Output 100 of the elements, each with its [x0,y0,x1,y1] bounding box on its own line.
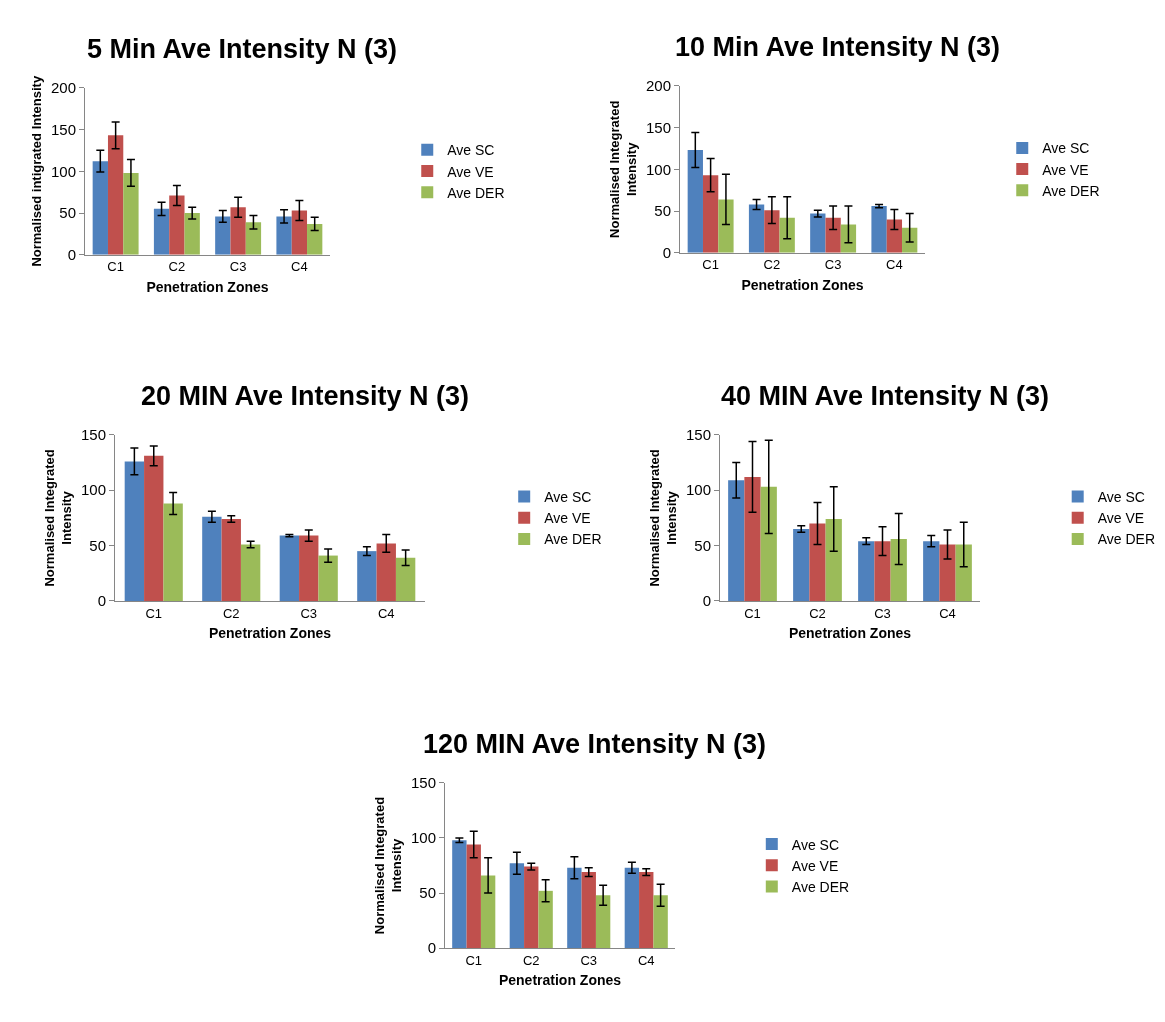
y-tick-label: 150 [685,426,711,444]
bar [92,161,108,255]
bar [567,867,582,949]
legend-label: Ave VE [544,510,591,527]
bar [245,222,262,255]
bar [509,863,525,949]
bar [810,213,826,253]
x-tick-label: C4 [377,605,395,621]
legend-label: Ave VE [1042,161,1089,178]
bar [825,217,841,253]
y-tick-label: 150 [645,118,671,136]
bar [357,551,377,601]
x-tick-label: C4 [637,952,655,968]
bar [276,216,292,255]
y-tick-label: 100 [685,481,711,499]
bar [871,206,887,253]
bar [718,199,734,253]
bar [153,208,170,255]
y-tick-label: 100 [50,162,76,180]
bar [923,541,940,601]
x-tick-label: C2 [763,257,781,273]
x-axis-title: Penetration Zones [788,624,912,641]
y-tick-label: 100 [80,481,106,499]
chart-title: 40 MIN Ave Intensity N (3) [721,381,1050,411]
bar [240,544,261,601]
bar [955,544,972,601]
bar [809,523,826,601]
bar [653,895,668,949]
y-axis-title: Normalised intigrated Intensity [28,75,44,267]
x-tick-label: C3 [824,257,842,273]
x-tick-label: C4 [939,605,956,621]
bar [452,840,467,949]
y-tick-label: 150 [410,774,436,792]
x-tick-label: C3 [874,605,891,621]
bar [890,538,907,601]
y-axis-title: Normalised Integrated Intensity [607,100,639,238]
y-tick-label: 0 [427,939,436,957]
y-axis-title: Normalised Integrated Intensity [647,449,679,587]
bar [184,213,200,255]
legend-label: Ave DER [447,184,505,201]
bar [466,844,481,949]
bar [376,543,396,601]
legend-label: Ave SC [791,836,840,853]
x-tick-label: C1 [465,952,483,968]
legend-label: Ave DER [791,878,850,895]
x-axis-title: Penetration Zones [741,276,864,293]
legend-label: Ave SC [544,488,592,505]
bar [728,480,745,601]
y-tick-label: 150 [50,120,76,138]
y-tick-label: 100 [645,160,671,178]
bar [793,528,810,601]
y-tick-label: 50 [694,536,711,554]
y-tick-label: 150 [80,426,106,444]
legend-label: Ave DER [544,531,602,548]
bar [307,223,323,255]
legend-label: Ave DER [1097,531,1156,548]
x-tick-label: C3 [300,605,318,621]
bar [221,519,241,601]
x-tick-label: C4 [886,257,903,273]
bar [702,175,719,253]
bar [169,195,185,255]
y-tick-label: 50 [419,884,436,902]
bar [163,503,183,601]
legend-label: Ave SC [1097,488,1145,505]
bar [395,557,416,601]
x-tick-label: C2 [168,259,186,275]
y-axis-title: Normalised Integrated Intensity [42,449,74,587]
y-tick-label: 50 [89,536,106,554]
y-tick-label: 0 [662,244,671,262]
bar [480,875,496,949]
bar [874,541,891,601]
legend-label: Ave DER [1042,182,1100,199]
x-tick-label: C1 [702,257,719,273]
bar [825,519,842,601]
y-tick-label: 200 [645,76,671,94]
legend-label: Ave SC [1042,140,1090,157]
bar [299,535,319,601]
bar [595,895,611,949]
x-tick-label: C3 [229,259,247,275]
bar [581,872,596,949]
bar [230,207,246,255]
bar [748,204,765,253]
bar [886,219,903,253]
bar [687,150,703,253]
bar [538,890,553,949]
bar [760,486,777,601]
legend-label: Ave VE [791,857,839,874]
legend-label: Ave VE [447,163,494,180]
bar [279,535,300,601]
legend-label: Ave VE [1097,510,1145,527]
x-tick-label: C2 [522,952,540,968]
y-tick-label: 50 [654,202,671,220]
bar [291,210,308,255]
x-tick-label: C1 [107,259,124,275]
bar [524,866,539,949]
x-tick-label: C4 [291,259,308,275]
bar [124,461,145,601]
x-axis-title: Penetration Zones [498,972,622,989]
x-tick-label: C1 [145,605,163,621]
bar [744,476,761,601]
